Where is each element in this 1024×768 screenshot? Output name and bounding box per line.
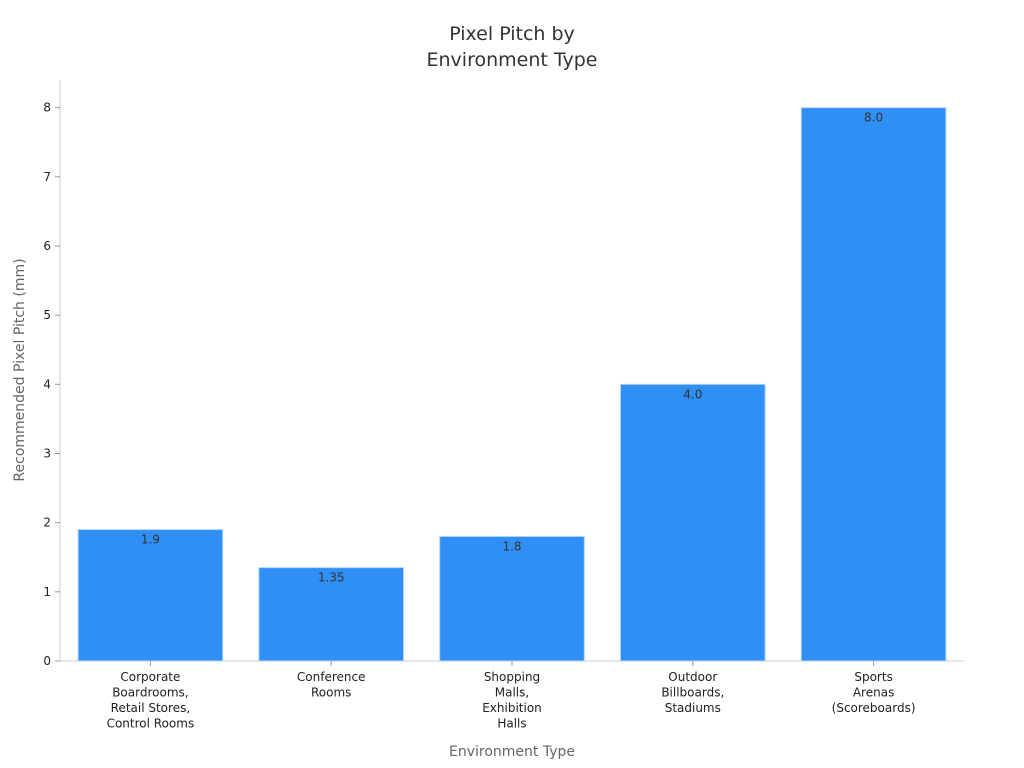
chart-title-line-1: Pixel Pitch by: [449, 23, 575, 45]
x-tick-label-line: Boardrooms,: [112, 686, 188, 700]
y-tick-label: 6: [43, 239, 51, 253]
x-tick-label: Shopping Malls, Exhibition Halls: [482, 670, 542, 731]
x-tick-label: Sports Arenas (Scoreboards): [832, 670, 916, 715]
y-tick-label: 0: [43, 654, 51, 668]
x-tick-label-line: (Scoreboards): [832, 701, 916, 715]
x-axis-label: Environment Type: [449, 744, 575, 760]
x-tick-label: Corporate Boardrooms, Retail Stores, Contro…: [107, 670, 195, 731]
x-tick-label-line: Arenas: [853, 686, 894, 700]
bar: [439, 536, 585, 662]
bar: [800, 107, 947, 662]
bar-value-label: 1.8: [502, 540, 521, 554]
y-tick-label: 1: [43, 585, 51, 599]
x-tick-label-line: Stadiums: [665, 701, 721, 715]
bar: [258, 567, 405, 662]
chart-title-line-2: Environment Type: [427, 49, 598, 71]
bar-value-label: 1.35: [318, 571, 345, 585]
bar: [619, 383, 766, 662]
bar-value-label: 4.0: [683, 387, 702, 401]
y-axis-label: Recommended Pixel Pitch (mm): [12, 258, 28, 481]
y-tick-label: 5: [43, 308, 51, 322]
x-tick-label-line: Malls,: [495, 686, 529, 700]
x-axis-ticks: Corporate Boardrooms, Retail Stores, Contro…: [107, 661, 916, 731]
x-tick-label-line: Exhibition: [482, 701, 542, 715]
bar: [77, 529, 224, 662]
value-labels-group: 1.9 1.35 1.8 4.0 8.0: [141, 111, 883, 585]
chart-title: Pixel Pitch by Environment Type: [427, 23, 598, 71]
x-tick-label-line: Halls: [497, 717, 526, 731]
bar-value-label: 1.9: [141, 533, 160, 547]
bars-group: [77, 107, 947, 662]
bar-value-label: 8.0: [864, 111, 883, 125]
x-tick-label-line: Control Rooms: [107, 717, 195, 731]
y-axis-ticks: 0 1 2 3 4 5 6 7 8: [43, 101, 60, 668]
y-tick-label: 7: [43, 170, 51, 184]
x-tick-label-line: Billboards,: [661, 686, 724, 700]
x-tick-label-line: Corporate: [120, 670, 180, 684]
x-tick-label: Conference Rooms: [297, 670, 366, 700]
y-tick-label: 8: [43, 101, 51, 115]
x-tick-label-line: Shopping: [484, 670, 540, 684]
x-tick-label-line: Conference: [297, 670, 366, 684]
x-tick-label: Outdoor Billboards, Stadiums: [661, 670, 724, 715]
x-tick-label-line: Rooms: [311, 686, 351, 700]
x-tick-label-line: Retail Stores,: [111, 701, 191, 715]
y-tick-label: 4: [43, 377, 51, 391]
y-tick-label: 2: [43, 516, 51, 530]
y-tick-label: 3: [43, 447, 51, 461]
x-tick-label-line: Outdoor: [668, 670, 717, 684]
x-tick-label-line: Sports: [854, 670, 892, 684]
